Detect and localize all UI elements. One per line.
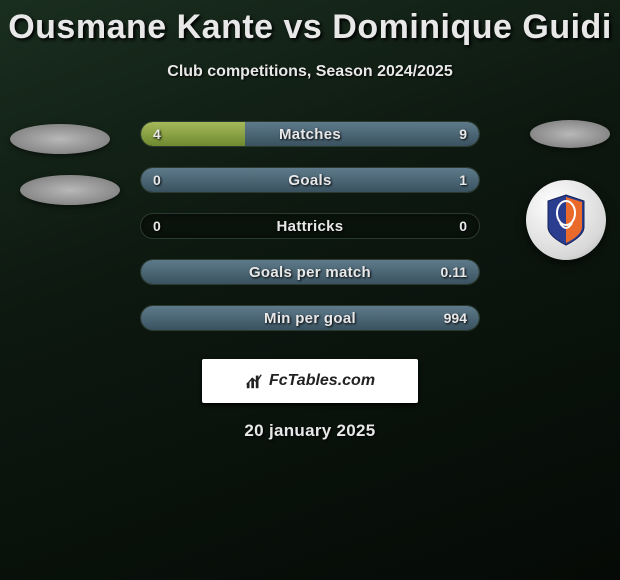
stat-bar: 0 Hattricks 0 xyxy=(140,213,480,239)
stat-label: Goals per match xyxy=(141,264,479,281)
stats-list: 4 Matches 9 0 Goals 1 0 Hattricks 0 xyxy=(0,111,620,341)
stat-label: Hattricks xyxy=(141,218,479,235)
stat-bar: 0 Goals 1 xyxy=(140,167,480,193)
value-right: 0 xyxy=(459,218,467,234)
stat-row: Min per goal 994 xyxy=(0,295,620,341)
stat-row: 4 Matches 9 xyxy=(0,111,620,157)
stat-row: Goals per match 0.11 xyxy=(0,249,620,295)
date-label: 20 january 2025 xyxy=(0,421,620,441)
stat-label: Matches xyxy=(141,126,479,143)
value-right: 1 xyxy=(459,172,467,188)
stat-label: Min per goal xyxy=(141,310,479,327)
stat-bar: 4 Matches 9 xyxy=(140,121,480,147)
stat-row: 0 Goals 1 xyxy=(0,157,620,203)
value-right: 994 xyxy=(444,310,467,326)
stat-bar: Min per goal 994 xyxy=(140,305,480,331)
stat-row: 0 Hattricks 0 xyxy=(0,203,620,249)
page-title: Ousmane Kante vs Dominique Guidi xyxy=(0,0,620,47)
chart-icon xyxy=(245,372,263,390)
stat-bar: Goals per match 0.11 xyxy=(140,259,480,285)
branding-box: FcTables.com xyxy=(202,359,418,403)
subtitle: Club competitions, Season 2024/2025 xyxy=(0,63,620,81)
stat-label: Goals xyxy=(141,172,479,189)
value-right: 0.11 xyxy=(441,264,467,280)
value-right: 9 xyxy=(459,126,467,142)
branding-text: FcTables.com xyxy=(269,372,375,390)
